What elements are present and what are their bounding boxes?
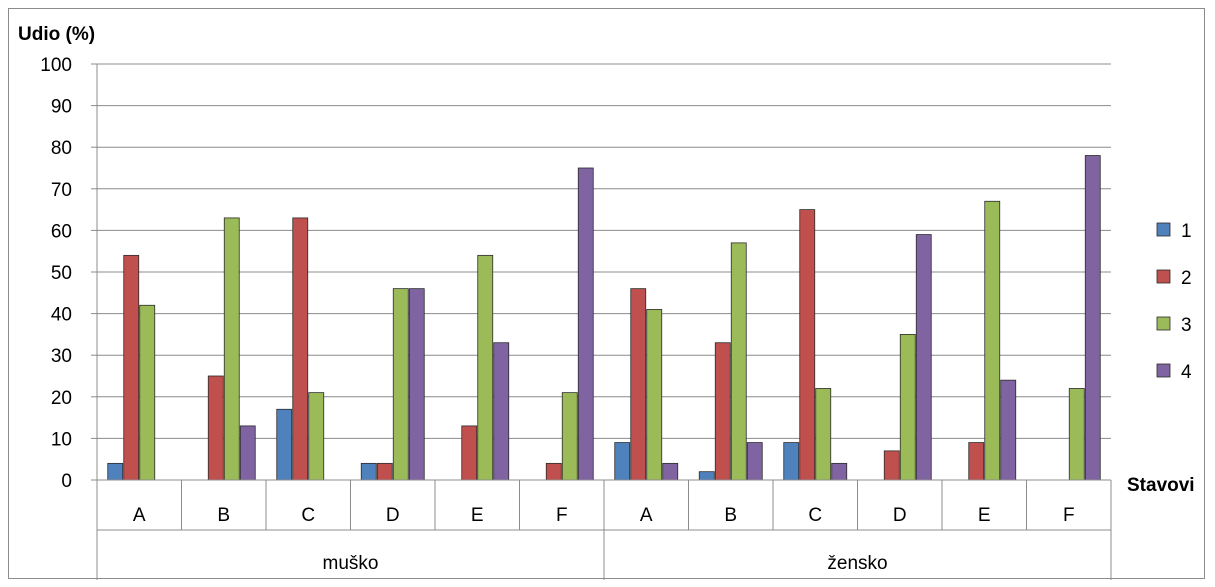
bar-series-2 [207, 375, 224, 481]
bar-series-3 [899, 333, 916, 481]
bar-series-4 [831, 462, 848, 481]
bar-series-1 [360, 462, 377, 481]
x-tick-label: C [301, 505, 315, 526]
bar-series-3 [984, 200, 1001, 481]
y-tick-label: 30 [51, 346, 72, 367]
legend-label: 1 [1181, 221, 1192, 242]
bar-series-2 [630, 288, 647, 481]
bar-series-3 [815, 388, 832, 481]
bar-series-4 [1000, 379, 1017, 481]
y-tick-label: 50 [51, 263, 72, 284]
legend-swatch [1156, 222, 1171, 237]
x-tick-label: C [808, 505, 822, 526]
y-tick-label: 80 [51, 138, 72, 159]
group-label: žensko [827, 553, 887, 574]
bar-series-3 [1068, 388, 1085, 481]
x-tick-label: B [217, 505, 230, 526]
bar-series-4 [239, 425, 256, 481]
gridlines [97, 63, 1111, 439]
bar-series-4 [493, 342, 510, 481]
x-axis-title: Stavovi [1127, 475, 1195, 496]
y-tick-label: 40 [51, 305, 72, 326]
bar-series-4 [915, 234, 932, 481]
bar-series-3 [561, 392, 578, 481]
bar-series-4 [408, 288, 425, 481]
bar-series-3 [308, 392, 325, 481]
bar-series-1 [276, 408, 293, 481]
legend-swatch [1156, 316, 1171, 331]
bar-series-2 [545, 462, 562, 481]
bars [107, 155, 1101, 481]
bar-series-2 [123, 254, 140, 481]
bar-series-2 [799, 209, 816, 481]
legend-label: 2 [1181, 268, 1192, 289]
legend-label: 4 [1181, 362, 1192, 383]
bar-series-3 [139, 304, 156, 481]
y-tick-label: 0 [61, 471, 72, 492]
x-tick-label: F [1063, 505, 1075, 526]
x-tick-label: E [978, 505, 991, 526]
bar-series-2 [968, 442, 985, 481]
bar-series-4 [746, 442, 763, 481]
y-tick-label: 60 [51, 221, 72, 242]
bar-series-2 [292, 217, 309, 481]
bar-series-3 [392, 288, 409, 481]
y-tick-label: 10 [51, 429, 72, 450]
bar-series-3 [730, 242, 747, 481]
bar-series-3 [223, 217, 240, 481]
y-tick-label: 20 [51, 388, 72, 409]
bar-series-2 [714, 342, 731, 481]
chart-frame [8, 8, 1205, 579]
bar-series-1 [698, 471, 715, 481]
group-label: muško [323, 553, 379, 574]
x-tick-label: E [471, 505, 484, 526]
x-tick-label: F [556, 505, 568, 526]
x-tick-label: B [724, 505, 737, 526]
legend-swatch [1156, 269, 1171, 284]
legend-label: 3 [1181, 315, 1192, 336]
bar-series-2 [376, 462, 393, 481]
y-tick-label: 100 [40, 55, 72, 76]
x-tick-label: A [640, 505, 653, 526]
legend-swatch [1156, 363, 1171, 378]
bar-series-2 [883, 450, 900, 481]
bar-series-3 [646, 309, 663, 481]
bar-series-3 [477, 254, 494, 481]
x-tick-label: D [386, 505, 400, 526]
x-tick-label: A [133, 505, 146, 526]
y-axis-title: Udio (%) [18, 24, 95, 45]
bar-series-1 [783, 442, 800, 481]
bar-series-4 [577, 167, 594, 481]
bar-series-1 [614, 442, 631, 481]
bar-series-1 [107, 462, 124, 481]
bar-series-2 [461, 425, 478, 481]
bar-series-4 [1084, 155, 1101, 481]
bar-series-4 [662, 462, 679, 481]
y-tick-label: 70 [51, 180, 72, 201]
legend: 1 2 3 4 [1156, 221, 1192, 383]
y-tick-label: 90 [51, 97, 72, 118]
x-tick-label: D [893, 505, 907, 526]
